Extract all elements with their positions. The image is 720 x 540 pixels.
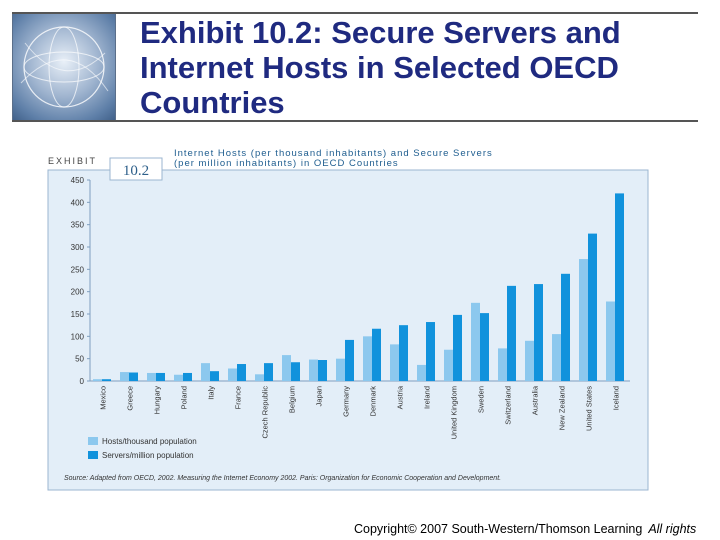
y-tick-label: 250	[71, 265, 85, 274]
bar-servers	[102, 379, 111, 381]
y-tick-label: 50	[75, 355, 84, 364]
bar-hosts	[147, 372, 156, 381]
x-tick-label: New Zealand	[558, 386, 567, 430]
y-tick-label: 100	[71, 332, 85, 341]
bar-servers	[426, 322, 435, 381]
legend-swatch	[88, 437, 98, 445]
exhibit-label: EXHIBIT	[48, 156, 97, 166]
legend-swatch	[88, 451, 98, 459]
x-tick-label: United States	[585, 386, 594, 431]
bar-hosts	[363, 336, 372, 381]
bar-hosts	[579, 259, 588, 381]
exhibit-figure: EXHIBIT 10.2 Internet Hosts (per thousan…	[0, 140, 720, 500]
bar-servers	[291, 362, 300, 381]
bar-servers	[264, 363, 273, 381]
bar-servers	[615, 193, 624, 381]
bar-hosts	[525, 340, 534, 381]
bar-hosts	[120, 372, 129, 381]
x-tick-label: Switzerland	[504, 386, 513, 425]
bar-servers	[561, 273, 570, 381]
y-tick-label: 0	[80, 377, 85, 386]
bar-hosts	[282, 355, 291, 381]
x-tick-label: Belgium	[288, 386, 297, 413]
x-tick-label: Austria	[396, 385, 405, 409]
chart-title-line1: Internet Hosts (per thousand inhabitants…	[174, 148, 493, 159]
bar-marks	[93, 193, 624, 381]
x-tick-label: Australia	[531, 385, 540, 415]
bar-servers	[237, 364, 246, 381]
bar-servers	[345, 339, 354, 381]
bar-servers	[480, 313, 489, 381]
y-tick-label: 400	[71, 198, 85, 207]
globe-logo-icon	[12, 12, 116, 122]
y-tick-label: 450	[71, 176, 85, 185]
legend-label: Servers/million population	[102, 451, 194, 460]
x-tick-label: Hungary	[153, 386, 162, 415]
bar-hosts	[309, 359, 318, 381]
x-tick-label: Ireland	[423, 386, 432, 409]
title-rule-top	[12, 12, 698, 14]
bar-hosts	[201, 363, 210, 381]
bar-hosts	[255, 374, 264, 381]
bar-servers	[588, 233, 597, 381]
x-tick-label: Italy	[207, 386, 216, 400]
y-tick-labels: 0 50 100 150 200 250 300 350 400 450	[71, 176, 90, 386]
x-tick-label: Iceland	[612, 386, 621, 410]
bar-servers	[156, 372, 165, 381]
y-tick-label: 150	[71, 310, 85, 319]
bar-hosts	[336, 358, 345, 381]
x-tick-label: Greece	[126, 386, 135, 411]
x-tick-labels: Mexico Greece Hungary Poland Italy France Czec…	[99, 385, 621, 439]
slide-title: Exhibit 10.2: Secure Servers and Interne…	[140, 15, 621, 120]
bar-servers	[453, 314, 462, 381]
bar-hosts	[417, 364, 426, 381]
x-tick-label: France	[234, 386, 243, 409]
y-tick-label: 350	[71, 221, 85, 230]
bar-hosts	[552, 334, 561, 381]
bar-servers	[129, 372, 138, 381]
x-tick-label: Mexico	[99, 386, 108, 410]
chart-panel	[47, 169, 649, 491]
x-tick-label: Czech Republic	[261, 386, 270, 439]
chart-source: Source: Adapted from OECD, 2002. Measuri…	[64, 475, 501, 482]
bar-servers	[318, 360, 327, 381]
y-tick-label: 200	[71, 288, 85, 297]
y-tick-label: 300	[71, 243, 85, 252]
bar-chart: EXHIBIT 10.2 Internet Hosts (per thousan…	[47, 148, 649, 491]
x-tick-label: Sweden	[477, 386, 486, 413]
title-rule-bottom	[12, 120, 698, 122]
x-tick-label: United Kingdom	[450, 386, 459, 439]
bar-servers	[183, 372, 192, 381]
exhibit-number-box	[109, 157, 163, 181]
bar-servers	[372, 328, 381, 381]
bar-servers	[399, 325, 408, 381]
bar-hosts	[444, 349, 453, 381]
copyright-text: Copyright© 2007 South-Western/Thomson Le…	[354, 522, 643, 536]
bar-servers	[210, 371, 219, 381]
bar-hosts	[228, 368, 237, 381]
bar-hosts	[174, 374, 183, 381]
bar-hosts	[498, 348, 507, 381]
x-tick-label: Poland	[180, 386, 189, 409]
bar-servers	[507, 285, 516, 381]
copyright-footer: Copyright© 2007 South-Western/Thomson Le…	[354, 522, 696, 536]
chart-title-line2: (per million inhabitants) in OECD Countr…	[174, 158, 399, 169]
x-tick-label: Denmark	[369, 386, 378, 417]
bar-hosts	[471, 302, 480, 381]
bar-hosts	[606, 301, 615, 381]
legend-label: Hosts/thousand population	[102, 437, 197, 446]
x-tick-label: Japan	[315, 386, 324, 406]
bar-hosts	[93, 379, 102, 381]
x-tick-label: Germany	[342, 386, 351, 417]
bar-servers	[534, 284, 543, 381]
legend: Hosts/thousand population Servers/million…	[88, 437, 197, 460]
rights-text: All rights	[648, 522, 697, 536]
exhibit-number: 10.2	[123, 163, 149, 179]
bar-hosts	[390, 344, 399, 381]
